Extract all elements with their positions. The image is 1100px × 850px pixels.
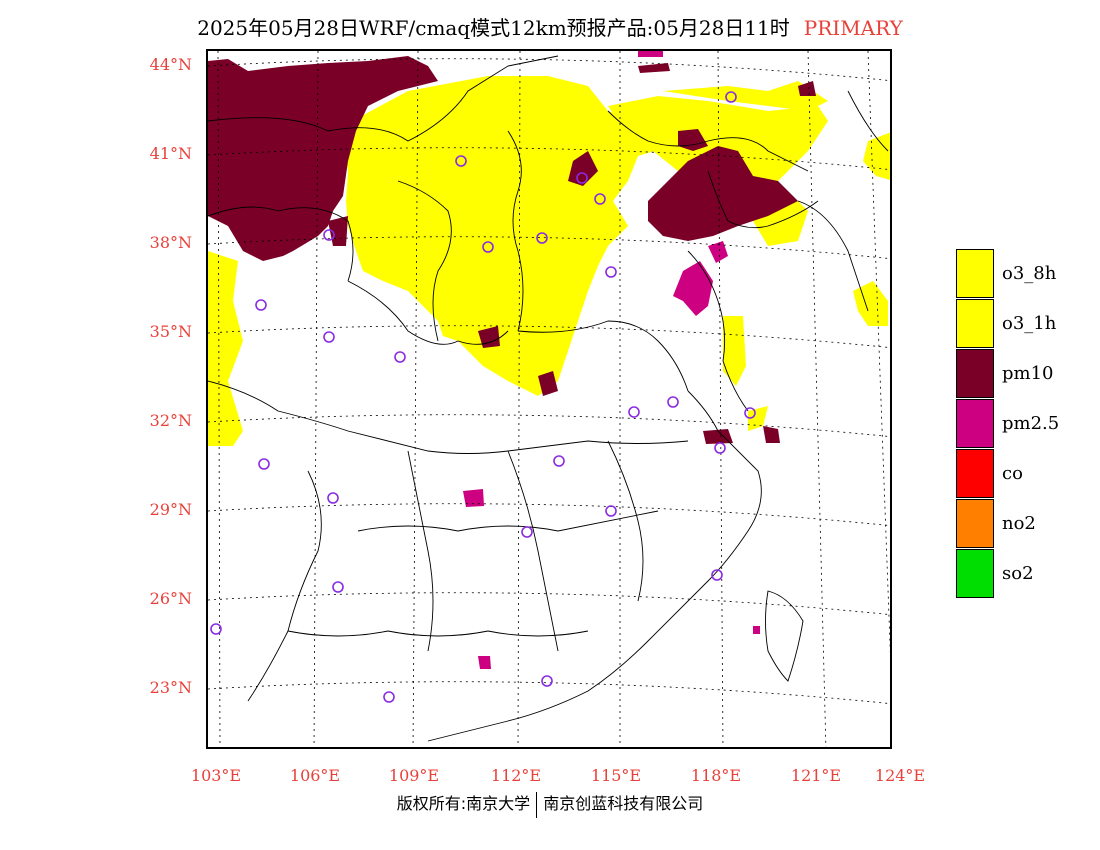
lon-label-103: 103°E bbox=[190, 766, 242, 785]
lon-label-109: 109°E bbox=[388, 766, 440, 785]
legend-swatch-pm10 bbox=[956, 349, 994, 398]
legend-label-o3-1h: o3_1h bbox=[1002, 313, 1057, 334]
lon-label-112: 112°E bbox=[490, 766, 542, 785]
lat-label-38: 38°N bbox=[149, 233, 192, 252]
pm10-layer bbox=[208, 56, 816, 444]
legend-swatch-no2 bbox=[956, 499, 994, 548]
legend-label-no2: no2 bbox=[1002, 513, 1036, 534]
lat-label-35: 35°N bbox=[149, 322, 192, 341]
lon-label-118: 118°E bbox=[690, 766, 742, 785]
legend-swatch-co bbox=[956, 449, 994, 498]
map-frame bbox=[206, 49, 892, 749]
legend-swatch-so2 bbox=[956, 549, 994, 598]
legend-swatch-o3-1h bbox=[956, 299, 994, 348]
primary-tag: PRIMARY bbox=[803, 16, 903, 40]
lon-label-106: 106°E bbox=[289, 766, 341, 785]
legend-label-so2: so2 bbox=[1002, 563, 1034, 584]
copyright-left: 版权所有:南京大学 bbox=[396, 794, 531, 813]
map-title: 2025年05月28日WRF/cmaq模式12km预报产品:05月28日11时 P… bbox=[0, 12, 1100, 41]
lat-label-29: 29°N bbox=[149, 500, 192, 519]
legend-label-co: co bbox=[1002, 463, 1023, 484]
station-markers bbox=[210, 91, 756, 703]
copyright-right: 南京创蓝科技有限公司 bbox=[543, 794, 704, 813]
legend-swatch-o3-8h bbox=[956, 249, 994, 298]
boundaries bbox=[208, 55, 889, 742]
lat-label-44: 44°N bbox=[149, 55, 192, 74]
lon-label-115: 115°E bbox=[590, 766, 642, 785]
legend-label-pm25: pm2.5 bbox=[1002, 413, 1060, 434]
map-canvas bbox=[208, 51, 890, 747]
lat-label-23: 23°N bbox=[149, 678, 192, 697]
title-text: 2025年05月28日WRF/cmaq模式12km预报产品:05月28日11时 bbox=[197, 16, 790, 40]
lat-label-26: 26°N bbox=[149, 589, 192, 608]
footer-divider bbox=[536, 791, 538, 818]
legend-label-pm10: pm10 bbox=[1002, 363, 1054, 384]
legend-label-o3-8h: o3_8h bbox=[1002, 263, 1057, 284]
graticule bbox=[208, 51, 890, 747]
lon-label-121: 121°E bbox=[790, 766, 842, 785]
copyright-footer: 版权所有:南京大学 南京创蓝科技有限公司 bbox=[0, 790, 1100, 818]
legend-swatch-pm25 bbox=[956, 399, 994, 448]
lat-label-41: 41°N bbox=[149, 144, 192, 163]
lat-label-32: 32°N bbox=[149, 411, 192, 430]
lon-label-124: 124°E bbox=[874, 766, 926, 785]
pm25-layer bbox=[463, 51, 760, 669]
